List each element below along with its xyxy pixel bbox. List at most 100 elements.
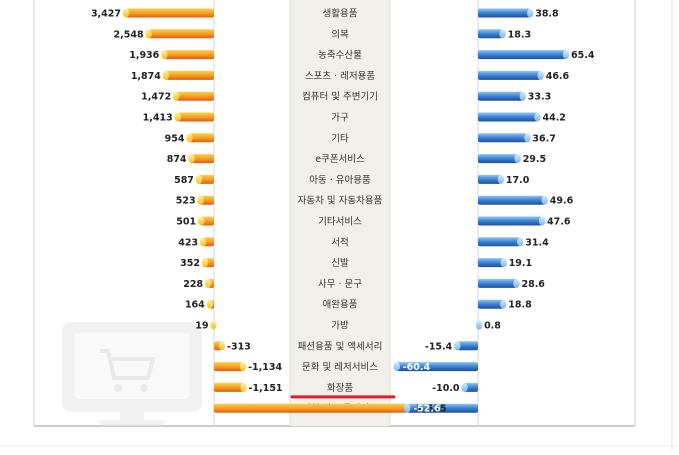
left-bar-cap [188,154,195,164]
right-bar [478,29,503,39]
right-bar [464,382,478,392]
left-bar-cap [122,8,130,18]
right-bar-cap [461,382,468,392]
right-bar-cap [537,70,544,80]
right-data-label: 47.6 [547,217,571,228]
right-bar-cap [454,341,461,351]
right-data-label: -10.0 [432,383,460,394]
category-label: 가구 [331,113,349,124]
category-label: 문화 및 레저서비스 [302,361,378,373]
right-bar-cap [513,278,520,288]
right-bar-cap [404,403,411,413]
right-bar [396,362,478,372]
category-label: 농축수산물 [318,50,362,61]
left-bar-cap [240,382,247,392]
left-bar [165,70,214,80]
right-data-label: -15.4 [425,341,453,352]
left-data-label: 874 [167,154,187,165]
category-label: e쿠폰서비스 [315,154,365,165]
left-data-label: 3,427 [91,9,121,20]
right-bar [478,112,538,122]
left-bar [214,382,244,392]
left-data-label: 1,413 [143,113,173,124]
category-label: 서적 [331,236,348,248]
right-bar-cap [517,237,524,247]
right-data-label: -52.6 [413,404,441,415]
left-bar-cap [197,195,204,205]
right-data-label: 49.6 [550,196,574,207]
cart-shape [100,349,155,380]
right-bar [478,133,528,143]
left-data-label: 2,548 [114,29,144,40]
category-label: 기타서비스 [318,217,362,228]
left-bar [189,133,214,143]
left-bar-cap [161,50,168,60]
left-bar [126,8,214,18]
right-bar-cap [534,112,541,122]
right-bar [457,341,478,351]
right-bar-cap [524,133,531,143]
left-data-label: -313 [227,341,251,352]
left-bar [201,216,214,226]
left-data-label: -1,134 [248,362,282,373]
category-label: 가방 [331,321,349,332]
right-bar-cap [519,91,527,101]
category-label: 생활용품 [323,8,358,20]
right-data-label: 19.1 [509,258,532,269]
category-label: 기타 [331,133,349,144]
left-data-label: 228 [183,279,203,290]
left-bar [177,112,214,122]
left-data-label: 1,874 [131,71,161,82]
right-data-label: 31.4 [525,237,549,248]
right-data-label: 65.4 [571,50,595,61]
right-bar [478,154,518,164]
left-bar-cap [204,278,212,288]
left-bar-cap [162,70,170,80]
left-bar [176,91,214,101]
right-data-label: 38.8 [535,9,559,20]
right-bar [478,91,523,101]
left-data-label: 164 [185,300,205,311]
category-column-bg [290,0,390,426]
left-data-label: 587 [174,175,194,186]
right-bar [478,174,501,184]
right-bar [407,403,478,413]
left-bar-cap [239,362,247,372]
category-label: 패션용품 및 액세서리 [298,340,383,352]
left-bar-cap [174,112,181,122]
left-bar [191,154,214,164]
right-bar-cap [497,174,505,184]
left-data-label: 1,936 [129,50,159,61]
monitor-neck-shape [120,412,144,421]
right-bar [478,8,531,18]
left-bar [198,174,214,184]
right-bar [478,237,521,247]
category-label: 애완용품 [323,300,358,311]
right-bar [478,195,545,205]
left-data-label: 19 [195,321,208,332]
right-data-label: 29.5 [523,154,546,165]
right-data-label: 18.8 [508,300,532,311]
left-series-bars [122,8,411,413]
left-bar [214,403,408,413]
right-bar [478,70,541,80]
right-data-label: 46.6 [546,71,570,82]
category-label: 스포츠 · 레저용품 [305,71,375,82]
category-label: 의복 [331,29,349,40]
right-bar [478,258,504,268]
computer-cart-icon [62,322,202,426]
left-data-label: -7,535 [412,404,446,415]
right-bar-cap [527,8,534,18]
right-data-label: 17.0 [506,175,530,186]
right-bar [478,278,517,288]
left-data-label: 954 [165,133,185,144]
left-data-label: 523 [176,196,196,207]
cart-wheel-left [114,384,122,392]
left-bar [148,29,214,39]
right-bar [478,216,543,226]
right-data-label: 18.3 [508,29,531,40]
left-bar-cap [201,258,209,268]
right-bar-cap [500,299,507,309]
category-label: 자동차 및 자동차용품 [298,195,383,207]
